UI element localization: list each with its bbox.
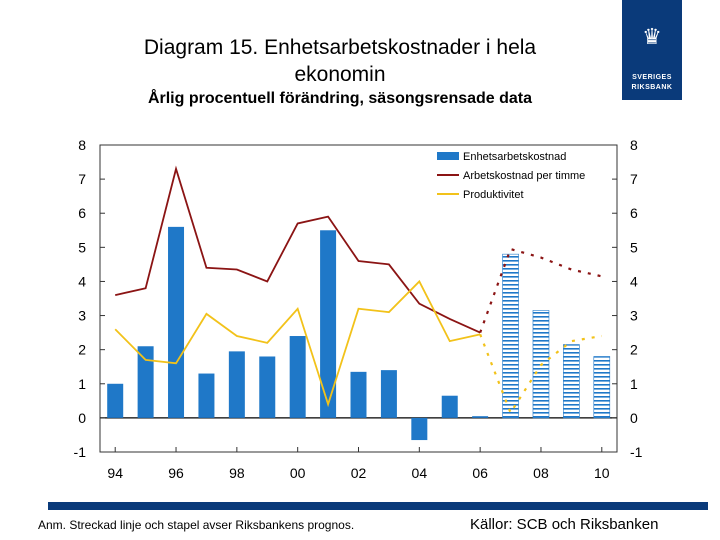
legend-label-labor-cost: Arbetskostnad per timme [463, 170, 585, 182]
bar-2005 [441, 395, 458, 418]
x-tick-label: 10 [594, 465, 610, 481]
y-tick-label-left: -1 [74, 444, 87, 460]
legend-label-bar: Enhetsarbetskostnad [463, 151, 566, 163]
y-tick-label-left: 0 [78, 410, 86, 426]
y-tick-label-right: 8 [630, 137, 638, 153]
productivity-forecast-line [479, 333, 602, 416]
x-tick-label: 00 [290, 465, 306, 481]
y-tick-label-left: 8 [78, 137, 86, 153]
bar-2010 [593, 356, 611, 419]
x-tick-label: 96 [168, 465, 184, 481]
bar-2003 [380, 370, 397, 418]
bar-1995 [137, 346, 154, 418]
y-tick-label-left: 4 [78, 273, 86, 289]
y-tick-label-right: 4 [630, 273, 638, 289]
bar-2002 [350, 371, 367, 418]
title-line-1: Diagram 15. Enhetsarbetskostnader i hela [143, 36, 537, 59]
labor-cost-forecast-line [479, 247, 603, 333]
bar-2001 [320, 230, 337, 418]
y-tick-label-right: -1 [630, 444, 643, 460]
bar-2004 [411, 417, 428, 441]
y-tick-label-left: 1 [78, 376, 86, 392]
logo-line-2: RIKSBANK [631, 84, 673, 91]
legend-label-productivity: Produktivitet [463, 189, 524, 201]
footer-bar [48, 502, 708, 510]
bar-1996 [168, 226, 185, 418]
y-tick-label-right: 2 [630, 342, 638, 358]
y-tick-label-left: 3 [78, 308, 86, 324]
logo-line-1: SVERIGES [632, 74, 672, 81]
labor-cost-line [115, 165, 481, 334]
bar-2006 [472, 416, 489, 418]
x-tick-label: 08 [533, 465, 549, 481]
y-tick-label-right: 0 [630, 410, 638, 426]
bar-2009 [563, 344, 580, 419]
chart-subtitle: Årlig procentuell förändring, säsongsren… [147, 90, 533, 107]
productivity-line [114, 279, 481, 408]
footnote: Anm. Streckad linje och stapel avser Rik… [38, 518, 355, 532]
bar-1999 [259, 356, 276, 418]
y-tick-label-right: 1 [630, 376, 638, 392]
bar-2000 [289, 336, 306, 418]
y-tick-label-right: 7 [630, 171, 638, 187]
title-line-2: ekonomin [294, 63, 386, 86]
y-tick-label-right: 6 [630, 205, 638, 221]
x-tick-label: 06 [472, 465, 488, 481]
page-title: Diagram 15. Enhetsarbetskostnader i hela… [80, 34, 600, 88]
bar-2007 [502, 253, 519, 419]
x-tick-label: 98 [229, 465, 245, 481]
bar-1994 [107, 383, 124, 418]
legend-key-bar [437, 152, 459, 160]
x-tick-label: 94 [107, 465, 123, 481]
y-tick-label-right: 5 [630, 239, 638, 255]
x-tick-label: 02 [351, 465, 367, 481]
y-tick-label-left: 5 [78, 239, 86, 255]
riksbank-logo: ♛ SVERIGES RIKSBANK [622, 0, 682, 100]
y-tick-label-left: 6 [78, 205, 86, 221]
y-tick-label-left: 2 [78, 342, 86, 358]
chart: -1 -10 01 12 23 34 45 56 67 78 894 96 98 00 02 04 06 08 10… [74, 137, 643, 481]
source-note: Källor: SCB och Riksbanken [470, 516, 659, 533]
y-tick-label-right: 3 [630, 308, 638, 324]
bar-1997 [198, 373, 215, 418]
bar-1998 [228, 351, 245, 418]
crown-emblem-icon: ♛ [642, 24, 662, 49]
y-tick-label-left: 7 [78, 171, 86, 187]
x-tick-label: 04 [412, 465, 428, 481]
